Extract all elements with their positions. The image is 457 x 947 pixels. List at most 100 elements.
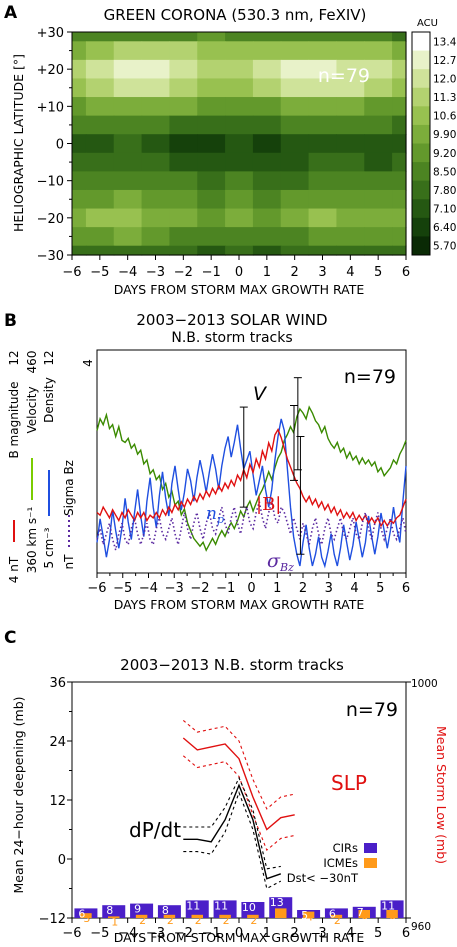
heatmap-cell xyxy=(85,78,115,98)
heatmap-cell xyxy=(85,171,115,191)
x-tick-label: −3 xyxy=(146,265,165,280)
heatmap-cell xyxy=(364,227,393,247)
colorbar-swatch xyxy=(412,69,430,89)
panel-a-heatmap: A GREEN CORONA (530.3 nm, FeXIV) n=79 +3… xyxy=(4,3,457,297)
heatmap-cell xyxy=(308,208,338,228)
heatmap-cell xyxy=(85,152,115,172)
heatmap-cell xyxy=(197,208,226,228)
y-tick-label: −20 xyxy=(37,212,64,227)
heatmap-cell xyxy=(113,189,143,210)
heatmap-cell xyxy=(392,227,407,247)
heatmap-cell xyxy=(113,152,143,172)
axis-sigma-max: 4 xyxy=(81,359,95,367)
heatmap-cell xyxy=(72,97,87,117)
y-tick-label: 12 xyxy=(49,794,66,809)
icme-bar xyxy=(247,914,259,918)
x-tick-label: 1 xyxy=(273,581,281,596)
colorbar-label: 9.20 xyxy=(433,148,456,160)
x-tick-label: −4 xyxy=(118,265,137,280)
heatmap-cell xyxy=(169,171,198,191)
heatmap-cell xyxy=(392,171,407,191)
colorbar-label: 5.70 xyxy=(433,241,456,253)
heatmap-cell xyxy=(72,171,87,191)
y-tick-label: +20 xyxy=(37,63,64,78)
heatmap-cell xyxy=(252,189,282,210)
heatmap-cell xyxy=(225,245,254,256)
legend-label: CIRs xyxy=(333,841,358,855)
heatmap-cell xyxy=(141,171,171,191)
heatmap-cell xyxy=(280,59,310,80)
icme-bar xyxy=(80,913,92,918)
heatmap-cell xyxy=(280,189,310,210)
colorbar-unit: ACU xyxy=(417,18,438,29)
heatmap-cell xyxy=(141,97,171,117)
icme-count-label: 6 xyxy=(278,907,285,920)
heatmap-cell xyxy=(308,189,338,210)
heatmap-cell xyxy=(252,41,282,61)
heatmap-cell xyxy=(113,78,143,98)
cir-count-label: 5 xyxy=(301,909,308,922)
y-tick-label: −10 xyxy=(37,175,64,190)
heatmap-cell xyxy=(141,245,171,256)
heatmap-cell xyxy=(280,78,310,98)
icme-count-label: 2 xyxy=(167,914,174,927)
colorbar-swatch xyxy=(412,87,430,107)
heatmap-cell xyxy=(141,208,171,228)
heatmap-cell xyxy=(141,152,171,172)
colorbar-label: 7.10 xyxy=(433,204,456,216)
colorbar-label: 6.40 xyxy=(433,222,456,234)
heatmap-cell xyxy=(169,59,198,80)
heatmap-cell xyxy=(225,97,254,117)
heatmap-cell xyxy=(72,32,87,42)
axis-v-max: 460 xyxy=(25,351,39,374)
heatmap-cell xyxy=(225,171,254,191)
colorbar-swatch xyxy=(412,106,430,126)
colorbar-swatch xyxy=(412,162,430,182)
x-tick-label: 2 xyxy=(291,926,299,941)
heatmap-cell xyxy=(364,245,393,256)
heatmap-cell xyxy=(72,189,87,210)
heatmap-cell xyxy=(392,97,407,117)
heatmap-cell xyxy=(197,152,226,172)
panel-b-title: 2003−2013 SOLAR WIND xyxy=(136,311,327,329)
heatmap-cell xyxy=(308,78,338,98)
heatmap-cell xyxy=(141,115,171,135)
heatmap-cell xyxy=(308,32,338,42)
heatmap-cell xyxy=(225,59,254,80)
x-tick-label: 5 xyxy=(374,265,382,280)
curve-label-n: n xyxy=(206,504,217,524)
curve-label-np: np xyxy=(206,504,224,526)
x-tick-label: −2 xyxy=(190,581,209,596)
heatmap-cell xyxy=(141,134,171,154)
heatmap-cell xyxy=(85,189,115,210)
x-tick-label: 3 xyxy=(318,926,326,941)
x-tick-label: 0 xyxy=(235,926,243,941)
heatmap-cell xyxy=(113,227,143,247)
dpdt-upper-line xyxy=(183,776,281,870)
curve-label-sigma: σBz xyxy=(267,550,294,574)
y2-tick-label: 960 xyxy=(411,921,431,933)
panel-c-y2-label: Mean Storm Low (mb) xyxy=(434,726,449,864)
x-tick-label: 2 xyxy=(291,265,299,280)
x-tick-label: 3 xyxy=(325,581,333,596)
curve-label-n-sub: p xyxy=(217,513,224,526)
icme-bar xyxy=(275,908,287,918)
icme-count-label: 1 xyxy=(111,915,118,928)
icme-bar xyxy=(358,910,370,918)
panel-c-y-ticks: 36 24 12 0 −12 xyxy=(39,676,72,927)
heatmap-cell xyxy=(85,227,115,247)
x-tick-label: −3 xyxy=(146,926,165,941)
heatmap-cell xyxy=(85,134,115,154)
axis-sigma-min: nT xyxy=(62,554,76,570)
x-tick-label: 6 xyxy=(402,265,410,280)
series-line-density xyxy=(96,418,407,569)
heatmap-cell xyxy=(72,208,87,228)
cir-count-label: 11 xyxy=(214,899,228,912)
legend-swatch xyxy=(364,843,377,853)
heatmap-cell xyxy=(141,227,171,247)
heatmap-cell xyxy=(225,134,254,154)
axis-label-density: Density xyxy=(42,377,56,423)
heatmap-cell xyxy=(280,115,310,135)
series-line-b-magnitude xyxy=(96,428,407,528)
